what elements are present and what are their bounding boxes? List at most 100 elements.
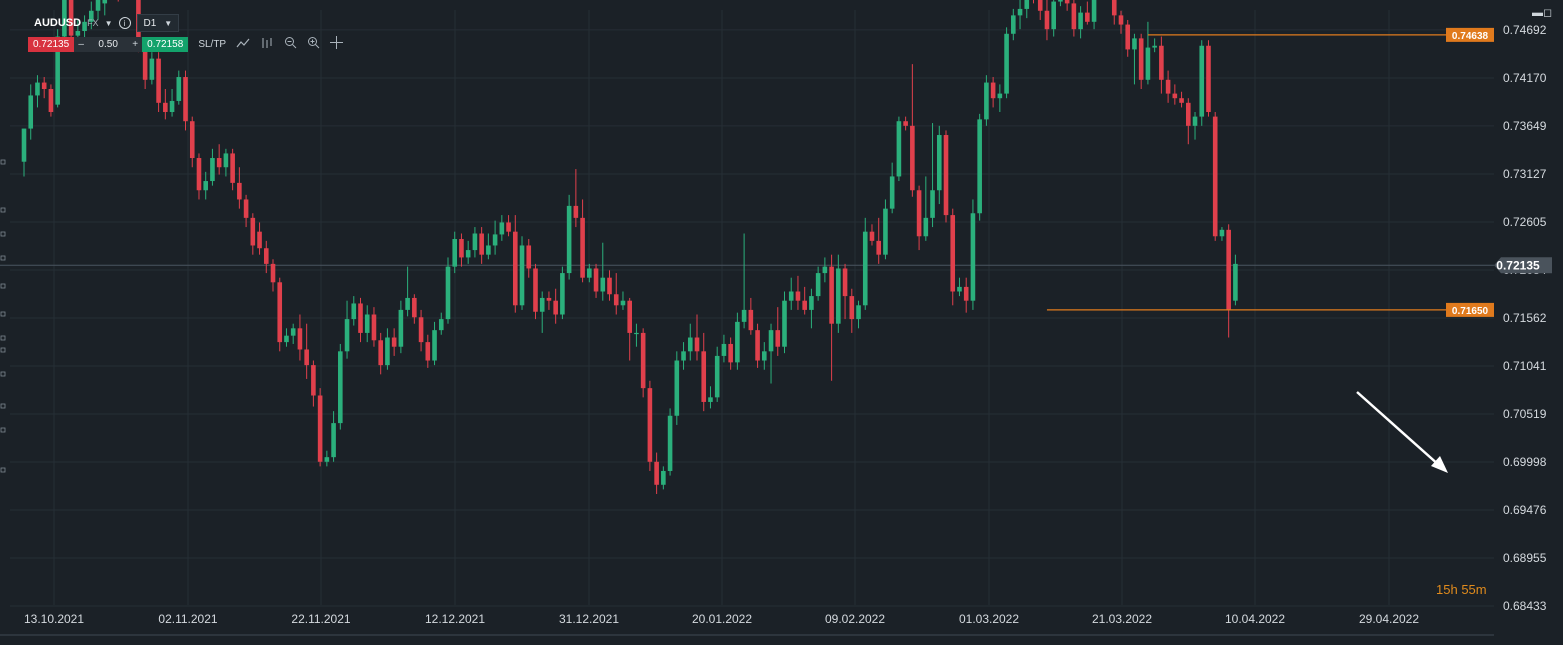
candle-body-down [526,245,532,269]
candle-body-up [210,158,215,182]
candle-body-up [203,181,209,191]
candle-body-up [486,245,491,255]
y-tick-label: 0.71562 [1503,311,1547,325]
candle-body-down [41,82,47,90]
candle-body-down [183,77,188,122]
candle-body-down [1125,24,1131,50]
candle-body-up [28,95,34,129]
symbol-name[interactable]: AUDUSD [34,17,82,29]
candle-body-down [553,300,558,315]
candle-body-up [290,328,296,336]
candle-body-up [741,309,747,322]
price-level-label: 0.71650 [1452,306,1489,317]
candle-body-up [539,297,545,312]
side-tool-icon [0,255,6,261]
candle-body-up [735,321,740,363]
timer-hours: 15h [1436,582,1458,597]
candle-body-down [412,297,417,318]
candle-body-down [142,42,148,80]
candle-body-up [95,0,101,11]
candle-body-up [762,351,767,361]
current-price-badge [1494,257,1552,274]
candle-body-up [1219,229,1225,237]
x-tick-label: 02.11.2021 [158,612,217,626]
candle-body-down [1206,45,1211,113]
candle-body-down [156,58,161,103]
candle-body-down [263,248,269,264]
candle-body-down [849,296,855,320]
candle-body-up [62,0,67,37]
candle-body-down [748,309,754,331]
price-level-badge [1446,27,1494,42]
candle-body-up [782,300,787,347]
candle-body-up [788,291,794,301]
timeframe-value: D1 [143,17,157,29]
candle-body-up [398,309,404,347]
lot-plus-button[interactable]: + [128,36,143,52]
candle-body-down [317,395,323,462]
candle-body-up [324,457,330,462]
symbol-dropdown-icon[interactable]: ▼ [104,18,113,28]
candle-body-down [1085,12,1090,22]
candle-body-up [1024,0,1030,9]
candle-body-down [277,282,283,343]
candle-body-up [889,176,895,209]
candle-body-down [903,121,908,126]
candle-body-down [546,297,552,301]
indicators-icon[interactable] [260,37,274,52]
candle-body-down [607,277,612,295]
crosshair-move-icon[interactable] [330,36,344,52]
line-chart-icon[interactable] [236,37,250,52]
y-tick-label: 0.69476 [1503,503,1547,517]
y-tick-label: 0.68955 [1503,551,1547,565]
x-tick-label: 21.03.2022 [1092,612,1152,626]
sltp-button[interactable]: SL/TP [198,38,227,50]
candle-body-down [1159,45,1164,80]
candle-body-down [243,199,249,218]
buy-button[interactable]: 0.72158 [142,36,189,52]
candle-body-down [378,340,383,366]
y-tick-label: 0.68433 [1503,599,1547,613]
info-icon[interactable]: i [118,17,131,29]
candle-body-down [775,330,781,347]
candle-body-down [358,303,363,333]
candle-body-up [284,335,289,343]
candle-body-up [492,234,498,246]
candle-body-down [1111,0,1117,16]
candle-body-up [862,231,868,306]
sell-button[interactable]: 0.72135 [28,36,75,52]
candle-body-down [311,365,316,396]
candle-body-up [768,330,774,352]
candle-body-up [1011,15,1016,34]
candle-body-up [896,121,902,177]
candle-body-down [755,330,760,361]
chevron-down-icon: ▼ [164,18,173,28]
candle-body-up [620,300,626,306]
candle-body-down [425,342,431,361]
candle-body-down [647,388,653,462]
candle-body-down [1226,229,1231,310]
lot-size-input[interactable]: 0.50 [88,36,129,52]
zoom-in-icon[interactable] [307,36,320,52]
y-tick-label: 0.73127 [1503,167,1547,181]
candle-body-up [499,222,505,235]
zoom-out-icon[interactable] [284,36,297,52]
candle-body-down [270,263,276,283]
candle-body-down [613,294,619,306]
candle-body-down [196,158,202,191]
candle-body-up [822,266,828,274]
candle-body-down [506,222,511,232]
timeframe-select[interactable]: D1 ▼ [136,14,180,32]
lot-minus-button[interactable]: – [74,36,89,52]
candle-body-up [1091,0,1097,22]
candle-body-down [371,314,377,341]
candle-body-down [910,125,915,191]
forecast-arrow-shaft [1356,391,1441,467]
window-layout-icon[interactable]: ▬◻ [1532,7,1553,19]
trade-bar: 0.72135 – 0.50 + 0.72158 SL/TP [28,36,344,52]
candle-body-down [990,82,996,99]
candle-body-down [297,328,303,350]
